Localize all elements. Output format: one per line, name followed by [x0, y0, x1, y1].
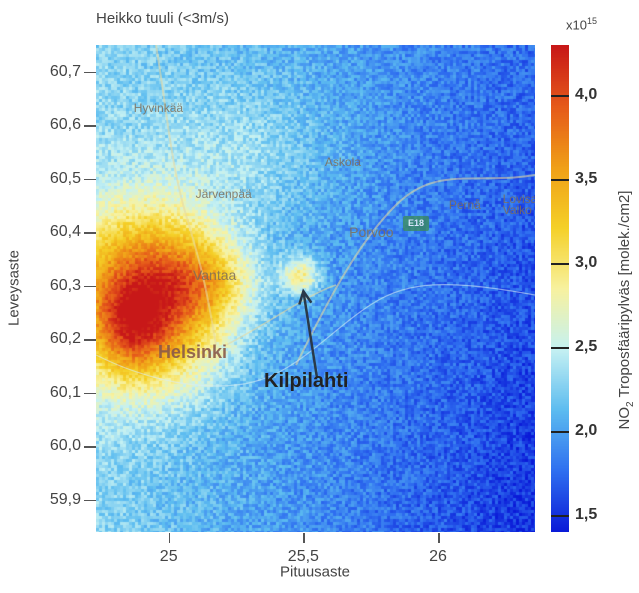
y-axis-tick [84, 232, 96, 234]
x-axis-tick [168, 533, 171, 543]
colorbar-label-post: Troposfääripylväs [molek./cm2] [616, 190, 633, 402]
y-axis-tick [84, 178, 96, 181]
y-axis-tick [84, 392, 96, 395]
place-label-pernå: Pernå [448, 197, 481, 212]
x-axis-tick [438, 533, 440, 543]
y-axis-tick-label: 60,0 [49, 437, 81, 455]
y-axis-tick-label: 60,4 [49, 223, 81, 241]
place-label-hyvinkää: Hyvinkää [133, 101, 184, 116]
y-axis-tick [84, 125, 96, 127]
multiplier-base: x10 [566, 17, 587, 33]
road-east [295, 174, 535, 366]
place-label-valko: Valko [502, 202, 532, 217]
no2-heatmap [96, 45, 535, 532]
y-axis-tick-label: 60,7 [49, 62, 81, 80]
map-title: Heikko tuuli (<3m/s) [96, 10, 229, 27]
annotation-arrow-head [298, 288, 313, 305]
no2-concentration-map: Hyvinkää Askola Järvenpää Pernå Lovisa Valko P… [96, 45, 535, 532]
place-label-askola: Askola [324, 154, 361, 169]
colorbar-tick-label: 2,0 [575, 422, 598, 440]
road-north [155, 45, 217, 346]
colorbar-tick-label: 2,5 [575, 338, 598, 356]
x-axis-label: Pituusaste [279, 563, 351, 581]
place-label-lovisa: Lovisa [502, 192, 535, 207]
colorbar-tick-label: 4,0 [575, 86, 598, 104]
colorbar-label: NO2 Troposfääripylväs [molek./cm2] [616, 191, 636, 430]
colorbar-tick [551, 179, 569, 181]
colorbar-label-pre: NO [616, 406, 633, 430]
colorbar-label-sub: 2 [625, 401, 636, 407]
colorbar-tick [551, 95, 569, 97]
colorbar-tick-label: 1,5 [575, 506, 598, 524]
colorbar [551, 45, 569, 532]
y-axis-tick [84, 285, 96, 288]
colorbar-tick-label: 3,0 [575, 254, 598, 272]
annotation-arrow-shaft [302, 290, 319, 377]
route-badge: E18 [403, 216, 430, 232]
y-axis-tick-label: 59,9 [49, 490, 81, 508]
x-axis-tick-label: 25 [159, 548, 178, 565]
y-axis-tick-label: 60,2 [49, 330, 81, 348]
y-axis-tick-label: 60,5 [49, 169, 81, 187]
y-axis-tick-label: 60,1 [49, 383, 81, 401]
y-axis-tick-label: 60,3 [49, 276, 81, 294]
x-axis-tick-label: 26 [429, 548, 447, 565]
y-axis-tick [84, 499, 96, 502]
colorbar-multiplier: x1015 [566, 16, 597, 32]
map-overlay [96, 45, 535, 387]
y-axis-tick-label: 60,6 [49, 116, 81, 134]
y-axis-label: Leveysaste [5, 250, 23, 326]
y-axis-tick [84, 339, 96, 341]
coastline [96, 283, 535, 387]
kilpilahti-annotation: Kilpilahti [264, 370, 349, 392]
x-axis-tick-label: 25,5 [287, 548, 319, 565]
colorbar-tick [551, 263, 569, 265]
multiplier-exponent: 15 [586, 16, 597, 26]
road-vantaa [225, 284, 337, 346]
y-axis-tick [84, 446, 96, 448]
colorbar-tick-label: 3,5 [575, 170, 598, 188]
place-label-helsinki: Helsinki [157, 342, 227, 363]
x-axis-tick [303, 533, 305, 543]
place-label-järvenpää: Järvenpää [195, 186, 252, 201]
colorbar-tick [551, 347, 569, 349]
y-axis-tick [84, 71, 96, 74]
place-label-porvoo: Porvoo [349, 224, 394, 241]
colorbar-tick [551, 431, 569, 433]
place-label-vantaa: Vantaa [192, 267, 237, 284]
colorbar-tick [551, 515, 569, 517]
